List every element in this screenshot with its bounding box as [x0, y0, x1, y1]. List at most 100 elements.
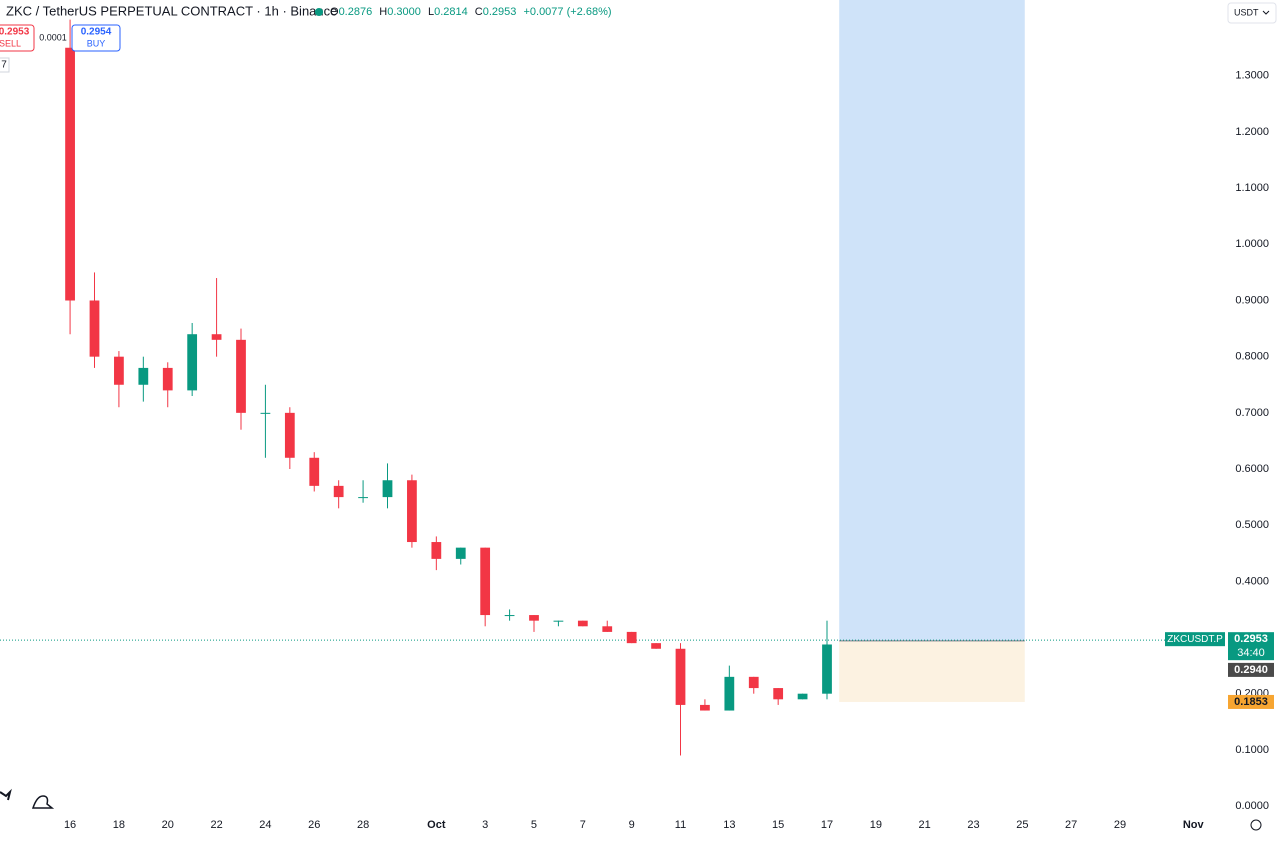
candle-body: [651, 643, 661, 649]
x-tick-label: 29: [1114, 819, 1126, 831]
candle-body: [89, 300, 100, 357]
last-price-label: 0.2953: [1234, 633, 1268, 645]
candle-body: [382, 480, 393, 498]
stop-label: 0.1853: [1234, 696, 1268, 708]
y-tick-label: 0.4000: [1235, 575, 1269, 587]
x-tick-label: 23: [967, 819, 979, 831]
x-tick-label: 24: [259, 819, 271, 831]
x-tick-label: 15: [772, 819, 784, 831]
x-tick-label: Oct: [427, 819, 446, 831]
x-tick-label: 28: [357, 819, 369, 831]
interval-box[interactable]: [0, 57, 10, 73]
x-tick-label: 5: [531, 819, 537, 831]
spread: 0.0001: [39, 32, 67, 42]
y-tick-label: 1.3000: [1235, 70, 1269, 82]
y-tick-label: 0.9000: [1235, 294, 1269, 306]
buy-button[interactable]: [71, 24, 121, 52]
candle-body: [333, 485, 344, 498]
candle-body: [724, 676, 735, 711]
dino-icon[interactable]: [31, 795, 55, 809]
y-tick-label: 0.7000: [1235, 407, 1269, 419]
candle-body: [797, 693, 808, 700]
candle-body: [529, 615, 539, 621]
value: 0.3000: [387, 6, 421, 18]
candle-body: [358, 497, 368, 499]
x-tick-label: 20: [162, 819, 174, 831]
y-tick-label: 0.5000: [1235, 519, 1269, 531]
y-tick-label: 1.2000: [1235, 126, 1269, 138]
candle-body: [577, 620, 588, 627]
x-tick-label: 19: [870, 819, 882, 831]
candle-body: [236, 339, 246, 413]
buy-price[interactable]: 0.2954: [81, 27, 112, 38]
candle-body: [700, 704, 710, 711]
candle-body: [553, 620, 564, 622]
y-tick-label: 0.8000: [1235, 351, 1269, 363]
symbol-label: ZKCUSDT.P: [1167, 634, 1223, 645]
loss-zone: [839, 640, 1025, 702]
x-tick-label: Nov: [1183, 819, 1205, 831]
x-tick-label: 17: [821, 819, 833, 831]
value: 0.2876: [339, 6, 373, 18]
x-tick-label: 27: [1065, 819, 1077, 831]
sell-button[interactable]: [0, 24, 35, 52]
candle-body: [187, 334, 198, 391]
candle-body: [431, 542, 442, 559]
candle-body: [822, 644, 832, 694]
candle-body: [260, 412, 271, 414]
currency[interactable]: USDT: [1234, 7, 1259, 17]
sell-label[interactable]: SELL: [0, 38, 21, 48]
value: 0.2814: [434, 6, 468, 18]
status-dot: [315, 8, 323, 16]
label: L: [428, 6, 434, 18]
ohlc-header: O0.2876 H0.3000 L0.2814 C0.2953 +0.0077 …: [330, 6, 612, 18]
y-tick-label: 1.1000: [1235, 182, 1269, 194]
dropdown-arrow[interactable]: [1262, 10, 1270, 15]
countdown: 34:40: [1237, 647, 1265, 659]
entry-badge: [1228, 662, 1274, 677]
buy-label[interactable]: BUY: [87, 38, 106, 48]
label: C: [475, 6, 483, 18]
change: +0.0077 (+2.68%): [523, 6, 611, 18]
candle-body: [407, 480, 417, 543]
candle-body: [138, 367, 149, 385]
y-tick-label: 1.0000: [1235, 238, 1269, 250]
interval-badge[interactable]: 7: [1, 60, 7, 71]
x-tick-label: 7: [580, 819, 586, 831]
label: O: [330, 6, 339, 18]
y-tick-label: 0.6000: [1235, 463, 1269, 475]
settings-icon[interactable]: [1250, 819, 1262, 831]
candle-body: [748, 676, 759, 689]
candle-body: [284, 412, 295, 458]
x-tick-label: 22: [210, 819, 222, 831]
x-tick-label: 25: [1016, 819, 1028, 831]
candle-body: [65, 47, 75, 301]
candle-body: [626, 631, 637, 644]
symbol-badge: [1165, 632, 1225, 647]
candle-body: [455, 547, 466, 559]
x-tick-label: 18: [113, 819, 125, 831]
label: H: [379, 6, 387, 18]
sell-price[interactable]: 0.2953: [0, 27, 30, 38]
profit-zone: [839, 0, 1025, 641]
x-tick-label: 21: [919, 819, 931, 831]
candle-body: [162, 367, 173, 391]
x-tick-label: 26: [308, 819, 320, 831]
candle-body: [480, 547, 491, 616]
chart-title: ZKC / TetherUS PERPETUAL CONTRACT · 1h ·…: [6, 3, 337, 18]
candle-body: [114, 356, 124, 385]
candle-body: [504, 615, 515, 617]
candle-body: [675, 648, 686, 705]
y-tick-label: 0.1000: [1235, 744, 1269, 756]
candle-body: [211, 334, 222, 340]
candle-body: [602, 626, 613, 632]
tv-logo: [0, 788, 12, 801]
y-tick-label: 0.0000: [1235, 800, 1269, 812]
x-tick-label: 13: [723, 819, 735, 831]
x-tick-label: 9: [629, 819, 635, 831]
x-tick-label: 16: [64, 819, 76, 831]
currency-select[interactable]: [1227, 2, 1277, 24]
